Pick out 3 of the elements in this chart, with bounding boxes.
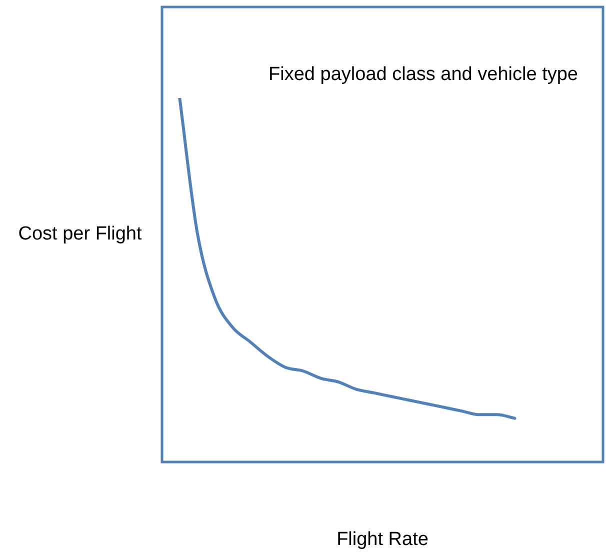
y-axis-title: Cost per Flight	[18, 224, 142, 245]
text: Fixed payload class and vehicle type	[268, 64, 578, 86]
x-axis-title: Flight Rate	[336, 529, 428, 550]
